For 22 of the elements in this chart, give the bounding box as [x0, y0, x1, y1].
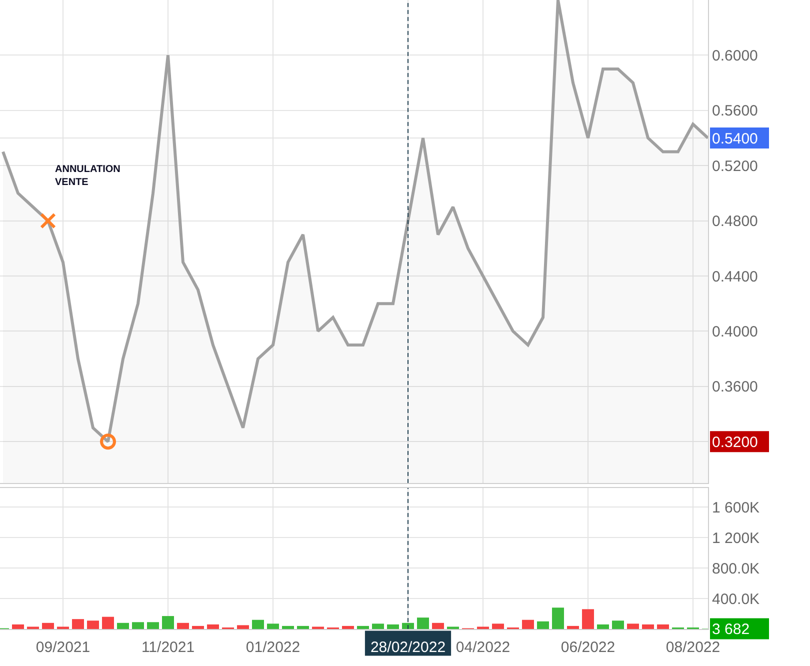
y-tick-label: 0.4800 — [712, 213, 758, 230]
y-tick-label: 0.6000 — [712, 47, 758, 64]
y-tick-label: 0.3200 — [712, 434, 758, 451]
x-tick-label: 06/2022 — [560, 639, 616, 656]
y-tick-label: 1 600K — [712, 499, 760, 516]
y-tick-label: 0.5200 — [712, 158, 758, 175]
y-tick-label: 0.3600 — [712, 378, 758, 396]
y-tick-label: 800.0K — [712, 560, 760, 578]
y-tick-label: 0.5600 — [712, 102, 758, 120]
annotation: ANNULATION VENTE — [55, 164, 120, 188]
y-tick-label: 400.0K — [712, 590, 760, 608]
y-tick-label: 0.4400 — [712, 268, 758, 286]
y-tick-label: 0.4000 — [712, 323, 758, 340]
x-tick-label: 11/2021 — [141, 639, 195, 656]
x-tick-label: 09/2021 — [36, 639, 90, 656]
y-tick-label: 0.5400 — [712, 130, 758, 148]
x-tick-label: 04/2022 — [456, 639, 510, 656]
y-tick-label: 1 200K — [712, 530, 760, 547]
x-tick-label: 28/02/2022 — [370, 639, 446, 656]
x-tick-label: 01/2022 — [246, 639, 300, 656]
y-tick-label: 3 682 — [712, 620, 750, 638]
x-tick-label: 08/2022 — [666, 639, 720, 656]
